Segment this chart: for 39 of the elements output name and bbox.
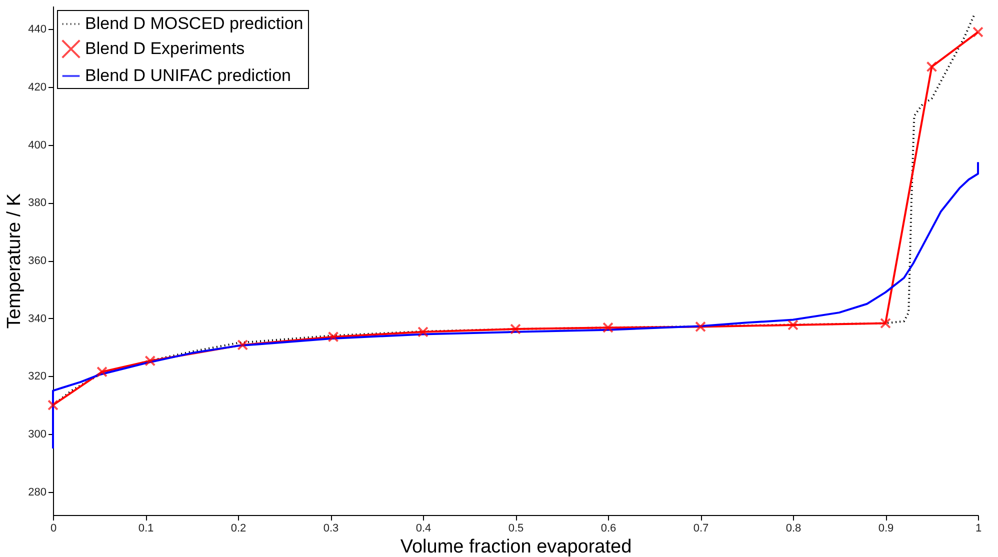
point [418, 326, 428, 338]
y-tick-label: 280 [28, 486, 46, 498]
y-tick-label: 400 [28, 139, 46, 152]
legend-label: Blend D MOSCED prediction [85, 14, 304, 33]
point [926, 61, 938, 72]
x-tick-label: 0.5 [508, 522, 524, 534]
x-tick-label: 0.1 [138, 522, 154, 534]
x-tick-label: 0.2 [230, 522, 246, 534]
y-tick-label: 360 [28, 255, 46, 267]
y-tick-label: 420 [28, 81, 46, 94]
point [788, 320, 798, 330]
y-tick-label: 320 [28, 370, 46, 383]
x-tick-label: 0.3 [323, 522, 339, 534]
x-tick-label: 0.7 [693, 522, 709, 534]
y-tick-label: 340 [28, 312, 46, 325]
point [695, 321, 706, 332]
line-series [52, 161, 979, 450]
x-tick-label: 0 [50, 522, 57, 534]
point [602, 322, 614, 334]
y-tick-label: 300 [28, 428, 46, 441]
x-tick-label: 0.4 [416, 522, 432, 534]
point [328, 331, 339, 342]
y-axis-title: Temperature / K [4, 193, 26, 329]
point [237, 339, 248, 350]
x-axis-title: Volume fraction evaporated [400, 536, 632, 557]
x-tick-label: 0.8 [786, 522, 802, 534]
x-tick-label: 0.9 [878, 522, 894, 534]
y-tick-label: 380 [28, 197, 46, 210]
point [48, 400, 58, 411]
point [96, 366, 108, 378]
x-tick-label: 1 [975, 522, 982, 534]
y-tick-label: 440 [28, 24, 46, 36]
legend-label: Blend D UNIFAC prediction [85, 66, 291, 85]
point [510, 324, 521, 335]
point [880, 318, 891, 329]
point [972, 26, 984, 38]
x-tick-label: 0.6 [600, 522, 616, 534]
point [144, 355, 156, 366]
legend-label: Blend D Experiments [85, 39, 245, 58]
